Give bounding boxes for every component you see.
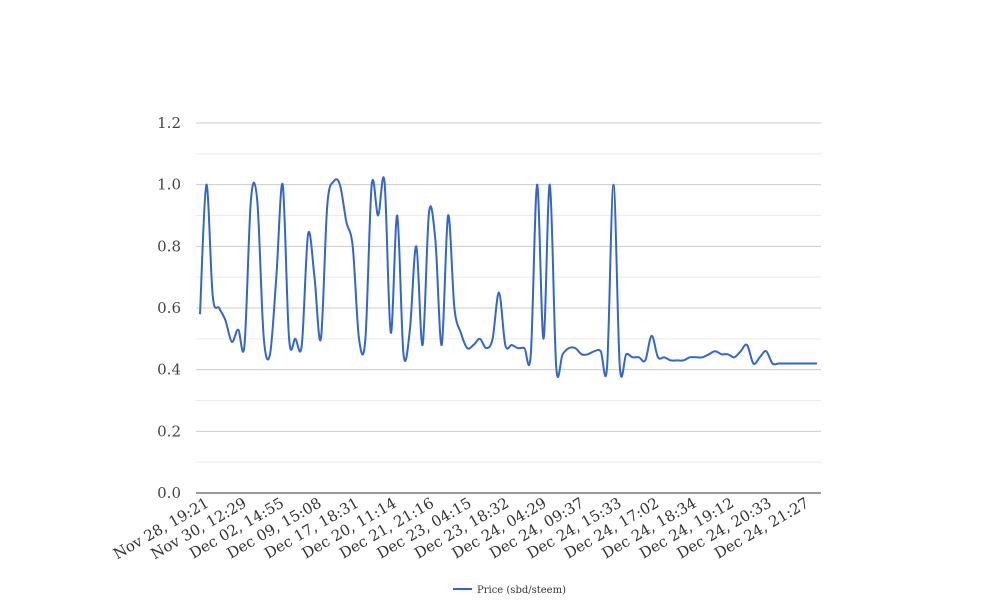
series-lines (199, 176, 817, 378)
y-tick-label: 0.2 (157, 422, 181, 440)
series-line-price (199, 176, 817, 378)
y-axis-ticks: 0.0 0.2 0.4 0.6 0.8 1.0 1.2 (157, 114, 181, 502)
legend-label: Price (sbd/steem) (477, 585, 566, 596)
y-tick-label: 1.0 (157, 176, 181, 194)
gridlines (196, 122, 821, 463)
y-tick-label: 0.4 (157, 361, 181, 379)
y-tick-label: 0.6 (157, 299, 181, 317)
legend: Price (sbd/steem) (453, 585, 566, 596)
y-tick-label: 0.8 (157, 237, 181, 255)
y-tick-label: 0.0 (157, 484, 181, 502)
y-tick-label: 1.2 (157, 114, 181, 132)
